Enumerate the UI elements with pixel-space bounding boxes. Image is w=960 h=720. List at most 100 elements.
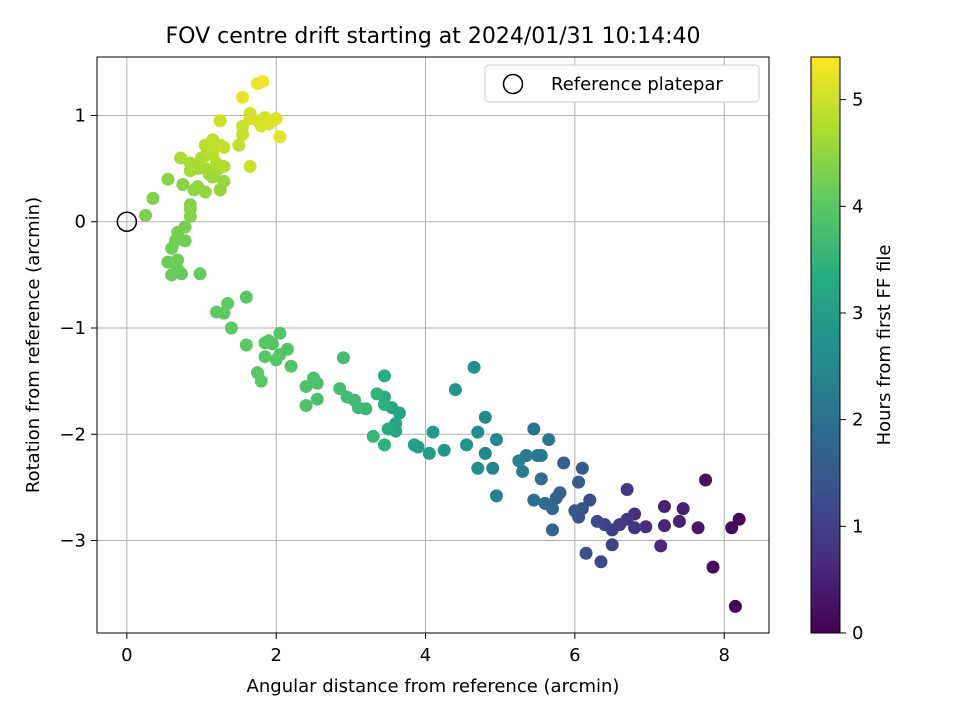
data-point (377, 438, 391, 452)
colorbar: 0 1 2 3 4 5 Hours from first FF file (810, 56, 895, 644)
data-point (217, 159, 231, 173)
data-point (471, 461, 485, 475)
colorbar-label: Hours from first FF file (874, 245, 895, 446)
y-tick-label: −2 (59, 424, 86, 445)
legend: Reference platepar (484, 64, 760, 103)
data-point (527, 422, 541, 436)
data-point (538, 496, 552, 510)
data-point (691, 521, 705, 535)
data-point (594, 555, 608, 569)
data-point (620, 483, 634, 497)
data-point (725, 521, 739, 535)
legend-box (484, 64, 760, 103)
data-point (605, 538, 619, 552)
y-tick-label: 0 (75, 212, 86, 233)
data-point (527, 493, 541, 507)
colorbar-ticks: 0 1 2 3 4 5 (840, 90, 863, 644)
data-point (534, 449, 548, 463)
x-axis-label: Angular distance from reference (arcmin) (247, 676, 620, 697)
data-point (217, 140, 231, 154)
data-point (183, 202, 197, 216)
data-point (437, 443, 451, 457)
data-point (366, 429, 380, 443)
data-point (486, 461, 500, 475)
data-point (377, 369, 391, 383)
data-point (284, 359, 298, 373)
data-point (590, 514, 604, 528)
data-point (549, 491, 563, 505)
data-point (232, 138, 246, 152)
data-point (489, 433, 503, 447)
data-point (676, 502, 690, 516)
data-point (557, 456, 571, 470)
data-point (699, 473, 713, 487)
data-point (171, 253, 185, 267)
reference-point (116, 211, 138, 232)
y-tick-label: 1 (75, 105, 86, 126)
data-point (381, 422, 395, 436)
data-point (258, 336, 272, 350)
y-tick-label: −1 (59, 318, 86, 339)
data-point (161, 172, 175, 186)
data-point (269, 353, 283, 367)
x-ticks: 0 2 4 6 8 (121, 633, 730, 666)
data-point (256, 74, 270, 88)
data-point (236, 90, 250, 104)
plot-frame (96, 56, 770, 634)
data-point (183, 156, 197, 170)
data-point (448, 383, 462, 397)
data-point (224, 321, 238, 335)
data-point (209, 305, 223, 319)
data-point (178, 220, 192, 234)
x-tick-label: 6 (569, 645, 580, 666)
data-point (512, 454, 526, 468)
data-point (176, 178, 190, 192)
data-point (579, 546, 593, 560)
data-point (178, 234, 192, 248)
data-point (310, 392, 324, 406)
data-point (467, 360, 481, 374)
data-point (572, 475, 586, 489)
data-point (213, 114, 227, 128)
colorbar-tick-label: 3 (852, 303, 863, 324)
reference-marker (116, 211, 138, 232)
data-point (336, 351, 350, 365)
data-point (258, 350, 272, 364)
colorbar-tick-label: 2 (852, 410, 863, 431)
data-point (299, 399, 313, 413)
data-point (165, 268, 179, 282)
data-point (672, 514, 686, 528)
data-point (161, 255, 175, 269)
data-point (534, 472, 548, 486)
data-point (583, 493, 597, 507)
data-point (299, 379, 313, 393)
data-point (639, 520, 653, 534)
data-point (478, 410, 492, 424)
data-point (333, 382, 347, 396)
data-point (307, 371, 321, 385)
data-point (545, 523, 559, 537)
y-tick-label: −3 (59, 531, 86, 552)
y-ticks: −3 −2 −1 0 1 (59, 105, 97, 552)
data-point (239, 338, 253, 352)
data-point (340, 390, 354, 404)
data-point (568, 504, 582, 518)
data-point (654, 539, 668, 553)
data-point (732, 512, 746, 526)
data-point (146, 191, 160, 205)
grid-lines (97, 57, 769, 633)
data-point (489, 489, 503, 503)
colorbar-tick-label: 1 (852, 516, 863, 537)
data-point (174, 151, 188, 165)
y-axis-label: Rotation from reference (arcmin) (23, 197, 44, 493)
data-point (243, 159, 257, 173)
data-point (193, 267, 207, 281)
data-point (217, 174, 231, 188)
data-point (516, 464, 530, 478)
data-point (542, 433, 556, 447)
x-tick-label: 4 (420, 645, 431, 666)
data-point (575, 461, 589, 475)
data-point (628, 521, 642, 535)
data-point (706, 560, 720, 574)
data-point (422, 446, 436, 460)
